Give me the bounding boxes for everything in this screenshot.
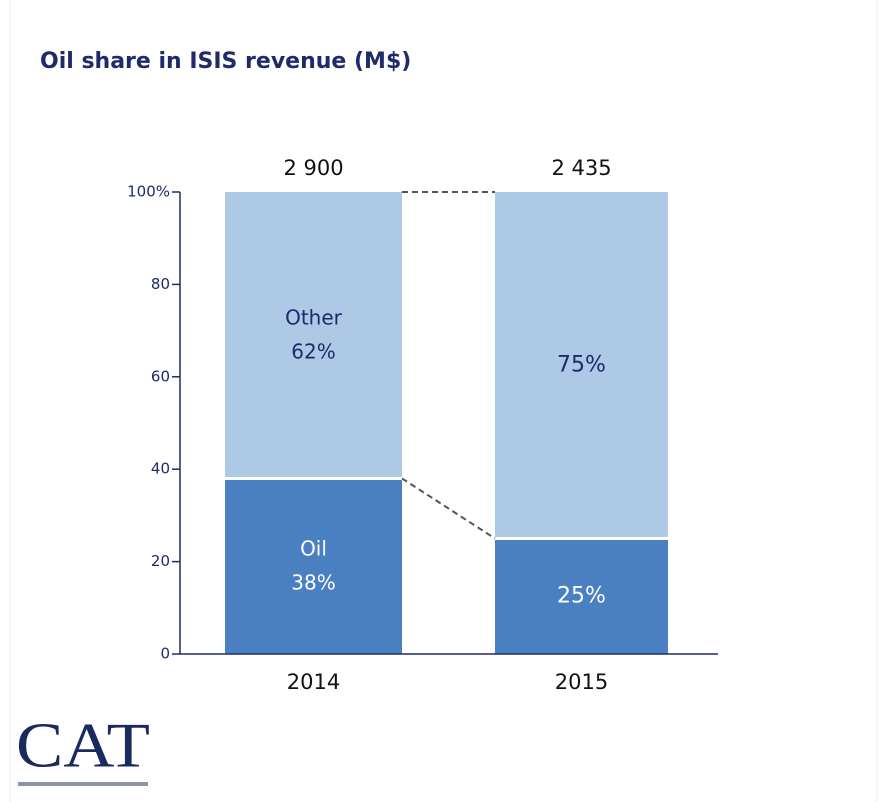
x-tick-label: 2014	[287, 670, 340, 694]
y-tick-label: 20	[151, 552, 170, 570]
total-label: 2 435	[551, 156, 611, 180]
value-label: 62%	[291, 340, 335, 364]
value-label: 75%	[557, 352, 606, 377]
y-tick-label: 80	[151, 275, 170, 293]
logo-caption	[18, 782, 148, 786]
bar-segment	[225, 478, 402, 654]
logo: CAT	[16, 710, 150, 781]
y-tick-label: 40	[151, 460, 170, 478]
total-label: 2 900	[283, 156, 343, 180]
x-tick-label: 2015	[555, 670, 608, 694]
y-tick-label: 0	[160, 645, 170, 663]
connector	[401, 477, 496, 540]
bar-segment	[495, 192, 668, 539]
value-label: 38%	[291, 571, 335, 595]
segment-name: Oil	[300, 537, 327, 561]
value-label: 25%	[557, 583, 606, 608]
y-tick-label: 100%	[127, 183, 170, 201]
segment-name: Other	[285, 306, 343, 330]
bar-segment	[225, 192, 402, 479]
bar-segment	[495, 538, 668, 654]
y-tick-label: 60	[151, 367, 170, 385]
chart-title: Oil share in ISIS revenue (M$)	[40, 49, 411, 74]
